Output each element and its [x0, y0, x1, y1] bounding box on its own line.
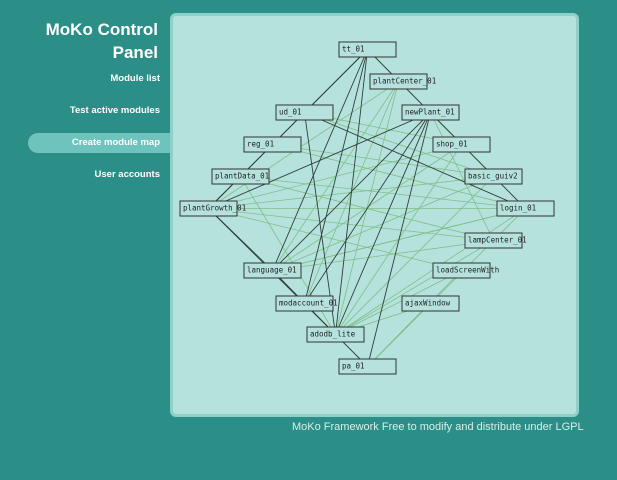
module-box[interactable]: [464, 168, 523, 185]
map-edge: [304, 49, 368, 304]
map-edge: [304, 112, 526, 209]
module-label: plantCenter_01: [373, 77, 436, 86]
nav-item[interactable]: Module list: [28, 69, 160, 89]
module-label: tt_01: [342, 45, 365, 54]
map-edge: [335, 208, 526, 335]
map-edge: [272, 240, 494, 271]
module-box[interactable]: [464, 232, 523, 249]
module-label: login_01: [500, 204, 536, 213]
map-edge: [304, 112, 431, 304]
map-edge: [272, 112, 431, 271]
nav-label: Create module map: [71, 137, 160, 148]
module-label: lampCenter_01: [468, 236, 527, 245]
footer: MoKo Framework Free to modify and distri…: [292, 421, 584, 433]
map-edge: [208, 208, 273, 271]
module-box[interactable]: [243, 136, 302, 153]
module-box[interactable]: [306, 326, 365, 343]
module-box[interactable]: [211, 168, 270, 185]
module-label: plantData_01: [215, 172, 269, 181]
module-box[interactable]: [432, 136, 491, 153]
module-box[interactable]: [275, 295, 334, 312]
map-edge: [208, 112, 431, 209]
map-edge: [208, 208, 462, 271]
module-box[interactable]: [496, 200, 555, 217]
map-edge: [367, 270, 462, 367]
module-box[interactable]: [338, 358, 397, 375]
module-label: modaccount_01: [279, 299, 338, 308]
nav-item[interactable]: Test active modules: [28, 101, 160, 121]
module-label: basic_guiv2: [468, 172, 518, 181]
module-label: language_01: [247, 266, 297, 275]
app-title: MoKo Control Panel: [45, 20, 158, 62]
map-edge: [335, 112, 431, 335]
map-edge: [208, 208, 494, 241]
map-edge: [208, 144, 462, 209]
nav-item[interactable]: User accounts: [28, 165, 160, 185]
module-box[interactable]: [401, 104, 460, 121]
map-edge: [335, 176, 494, 335]
module-label: ajaxWindow: [405, 299, 451, 308]
nav-label: Test active modules: [69, 105, 160, 116]
module-label: loadScreenWith: [436, 266, 499, 275]
module-box[interactable]: [401, 295, 460, 312]
module-label: shop_01: [436, 140, 468, 149]
module-label: pa_01: [342, 362, 365, 371]
map-edge: [208, 81, 399, 209]
module-label: newPlant_01: [405, 108, 455, 117]
module-box[interactable]: [179, 200, 238, 217]
module-box[interactable]: [432, 262, 491, 279]
map-edge: [335, 240, 494, 335]
nav-label: User accounts: [94, 169, 160, 180]
module-label: plantGrowth_01: [183, 204, 246, 213]
module-label: reg_01: [247, 140, 274, 149]
module-box[interactable]: [338, 41, 397, 58]
module-box[interactable]: [275, 104, 334, 121]
map-edge: [367, 49, 526, 209]
map-edge: [304, 49, 368, 113]
module-label: ud_01: [279, 108, 302, 117]
map-edge: [272, 144, 526, 209]
module-box[interactable]: [369, 73, 428, 90]
nav-label: Module list: [110, 73, 160, 84]
map-edge: [240, 176, 526, 209]
map-edge: [335, 270, 462, 335]
nav-item[interactable]: Create module map: [28, 133, 170, 153]
module-box[interactable]: [243, 262, 302, 279]
module-label: adodb_lite: [310, 330, 356, 339]
map-edge: [367, 112, 431, 367]
map-edge: [272, 144, 462, 271]
